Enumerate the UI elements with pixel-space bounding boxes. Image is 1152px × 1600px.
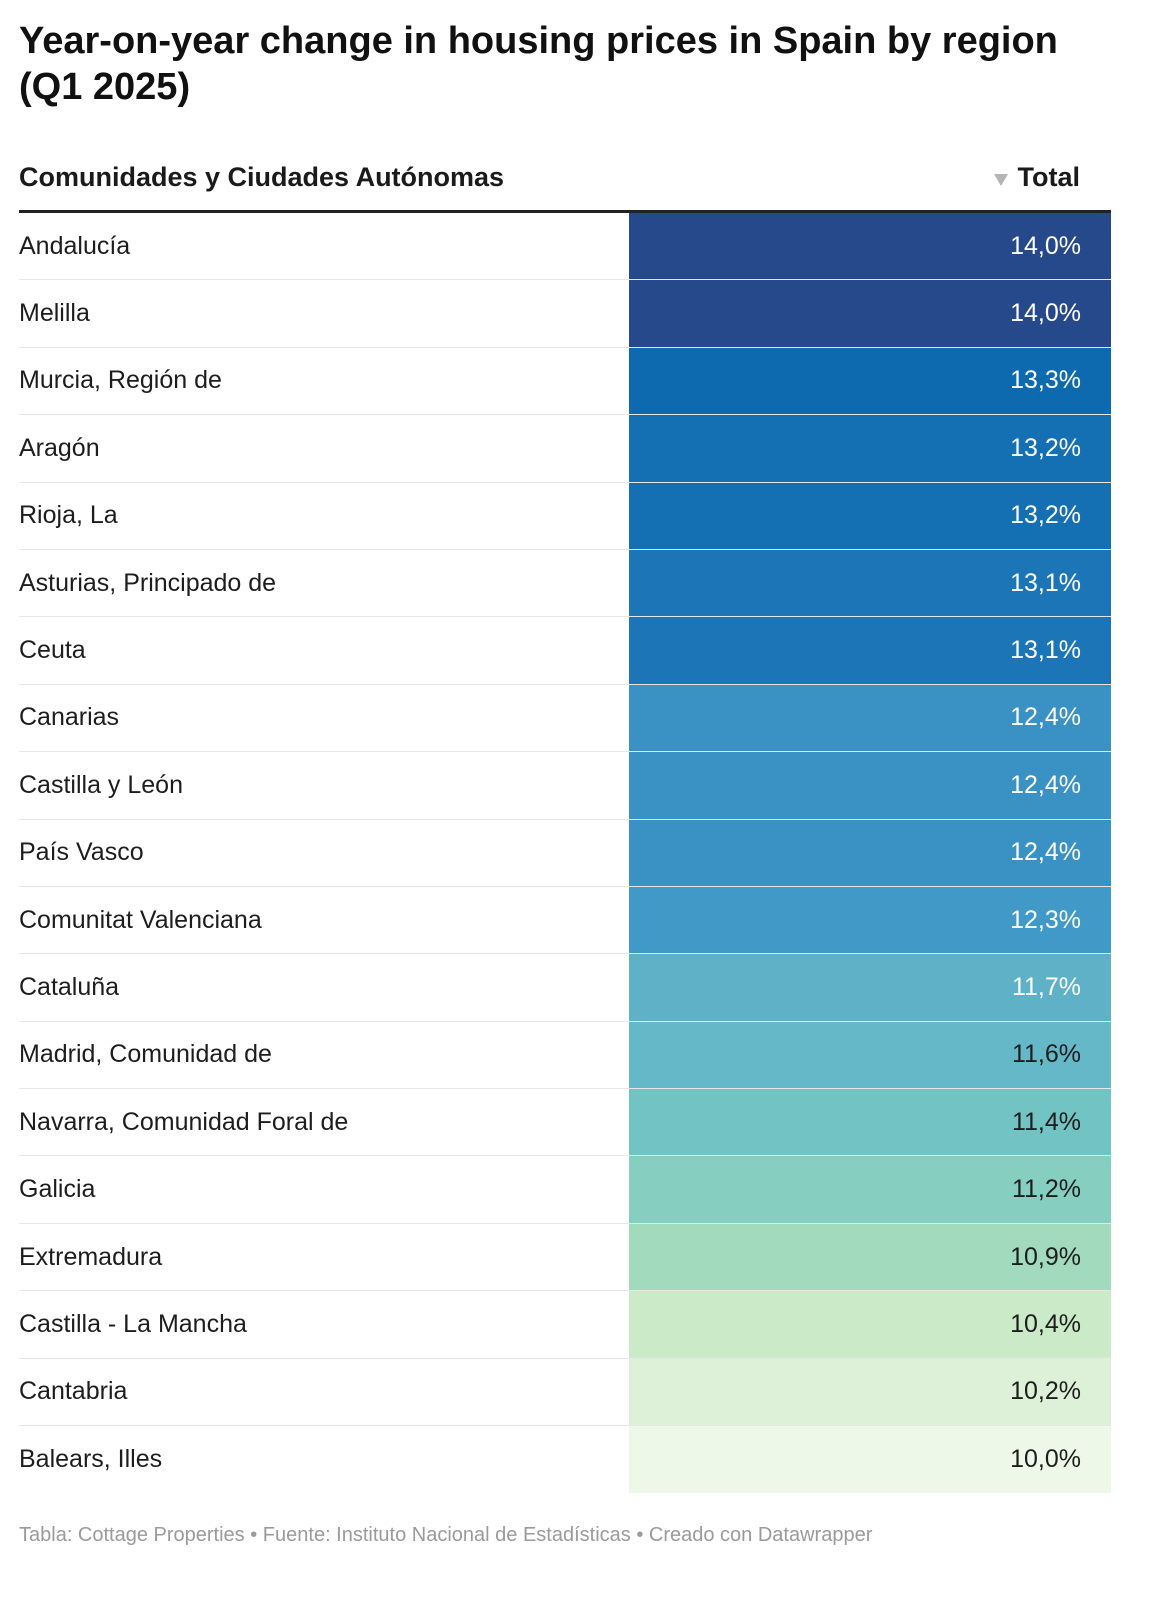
table-row: Extremadura 10,9%: [19, 1223, 1111, 1292]
table-row: Galicia 11,2%: [19, 1156, 1111, 1224]
region-cell: Murcia, Región de: [19, 366, 222, 395]
total-value-cell: 13,1%: [629, 617, 1111, 684]
footer-credits: Tabla: Cottage Properties • Fuente: Inst…: [19, 1524, 873, 1546]
table-row: Navarra, Comunidad Foral de 11,4%: [19, 1089, 1111, 1157]
region-cell: Madrid, Comunidad de: [19, 1040, 272, 1069]
total-value-cell: 12,4%: [629, 819, 1111, 886]
table-row: Castilla - La Mancha 10,4%: [19, 1291, 1111, 1359]
total-value-cell: 10,2%: [629, 1358, 1111, 1426]
table-row: Asturias, Principado de 13,1%: [19, 549, 1111, 618]
region-cell: Ceuta: [19, 636, 86, 665]
total-value-cell: 10,4%: [629, 1291, 1111, 1358]
region-cell: Comunitat Valenciana: [19, 905, 262, 934]
chart-title: Year-on-year change in housing prices in…: [19, 20, 1058, 108]
table-row: Melilla 14,0%: [19, 280, 1111, 348]
table-header: Comunidades y Ciudades Autónomas Total: [19, 152, 1111, 213]
table-row: Comunitat Valenciana 12,3%: [19, 886, 1111, 955]
total-value-cell: 12,4%: [629, 752, 1111, 819]
total-value-cell: 13,1%: [629, 549, 1111, 617]
table-row: Balears, Illes 10,0%: [19, 1426, 1111, 1494]
region-cell: Rioja, La: [19, 501, 118, 530]
total-value-cell: 12,4%: [629, 684, 1111, 752]
region-cell: Navarra, Comunidad Foral de: [19, 1107, 349, 1136]
region-cell: Aragón: [19, 433, 100, 462]
region-cell: Extremadura: [19, 1242, 163, 1271]
total-value-cell: 13,3%: [629, 347, 1111, 415]
table-row: Rioja, La 13,2%: [19, 482, 1111, 550]
table-body: Andalucía 14,0% Melilla 14,0% Murcia, Región…: [19, 213, 1111, 1494]
table-row: Andalucía 14,0%: [19, 213, 1111, 281]
total-value-cell: 10,0%: [629, 1426, 1111, 1494]
table-row: Canarias 12,4%: [19, 684, 1111, 753]
total-value-cell: 11,7%: [629, 954, 1111, 1021]
column-header-total[interactable]: Total: [993, 162, 1081, 193]
region-cell: Andalucía: [19, 231, 131, 260]
region-cell: Asturias, Principado de: [19, 568, 277, 597]
column-header-region[interactable]: Comunidades y Ciudades Autónomas: [19, 162, 505, 192]
table-row: Cataluña 11,7%: [19, 954, 1111, 1022]
region-cell: Cataluña: [19, 972, 120, 1001]
total-value-cell: 14,0%: [629, 213, 1111, 280]
region-cell: Canarias: [19, 703, 120, 732]
total-value-cell: 11,2%: [629, 1156, 1111, 1223]
region-cell: Galicia: [19, 1175, 96, 1204]
total-value-cell: 11,6%: [629, 1021, 1111, 1089]
total-value-cell: 14,0%: [629, 280, 1111, 347]
region-cell: Balears, Illes: [19, 1445, 163, 1474]
total-value-cell: 10,9%: [629, 1223, 1111, 1291]
region-cell: Castilla y León: [19, 770, 183, 799]
total-value-cell: 13,2%: [629, 482, 1111, 549]
column-header-total-label: Total: [1017, 162, 1081, 192]
region-cell: Castilla - La Mancha: [19, 1309, 247, 1338]
table-row: País Vasco 12,4%: [19, 819, 1111, 887]
region-cell: Cantabria: [19, 1377, 128, 1406]
total-value-cell: 13,2%: [629, 415, 1111, 482]
total-value-cell: 11,4%: [629, 1089, 1111, 1156]
region-cell: Melilla: [19, 299, 90, 328]
table-row: Ceuta 13,1%: [19, 617, 1111, 685]
table-row: Murcia, Región de 13,3%: [19, 347, 1111, 416]
table-row: Castilla y León 12,4%: [19, 752, 1111, 820]
total-value-cell: 12,3%: [629, 886, 1111, 954]
table-row: Cantabria 10,2%: [19, 1358, 1111, 1427]
data-table: Comunidades y Ciudades Autónomas Total A…: [19, 152, 1111, 1494]
sort-descending-icon[interactable]: [993, 173, 1008, 186]
region-cell: País Vasco: [19, 838, 144, 867]
table-row: Aragón 13,2%: [19, 415, 1111, 483]
table-row: Madrid, Comunidad de 11,6%: [19, 1021, 1111, 1090]
